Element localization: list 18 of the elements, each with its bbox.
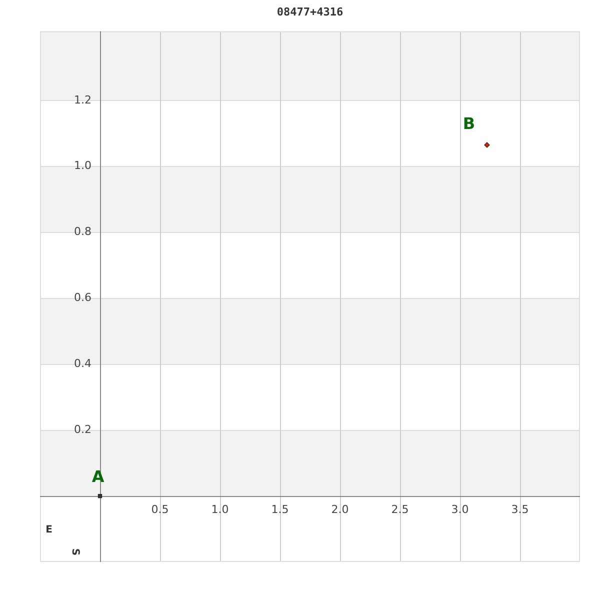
y-tick-label: 0.2 (74, 422, 92, 436)
chart-title: 08477+4316 (276, 5, 344, 18)
annotation: S (69, 548, 80, 556)
y-tick-label: 0.6 (74, 291, 92, 304)
y-tick-label: 1.0 (74, 159, 92, 172)
y-tick-label: 0.8 (74, 225, 92, 238)
y-tick-label: 0.4 (74, 357, 92, 370)
x-tick-label: 2.5 (391, 502, 409, 516)
y-tick-label: 1.2 (74, 93, 92, 106)
x-tick-label: 2.0 (331, 502, 349, 516)
x-tick-label: 0.5 (151, 502, 169, 516)
x-tick-label: 3.5 (511, 502, 529, 516)
annotation: B (462, 114, 476, 134)
annotation: A (92, 467, 105, 486)
x-tick-label: 1.5 (271, 502, 289, 516)
x-tick-label: 3.0 (451, 502, 469, 516)
x-tick-label: 1.0 (211, 502, 229, 516)
annotation: E (46, 524, 53, 536)
